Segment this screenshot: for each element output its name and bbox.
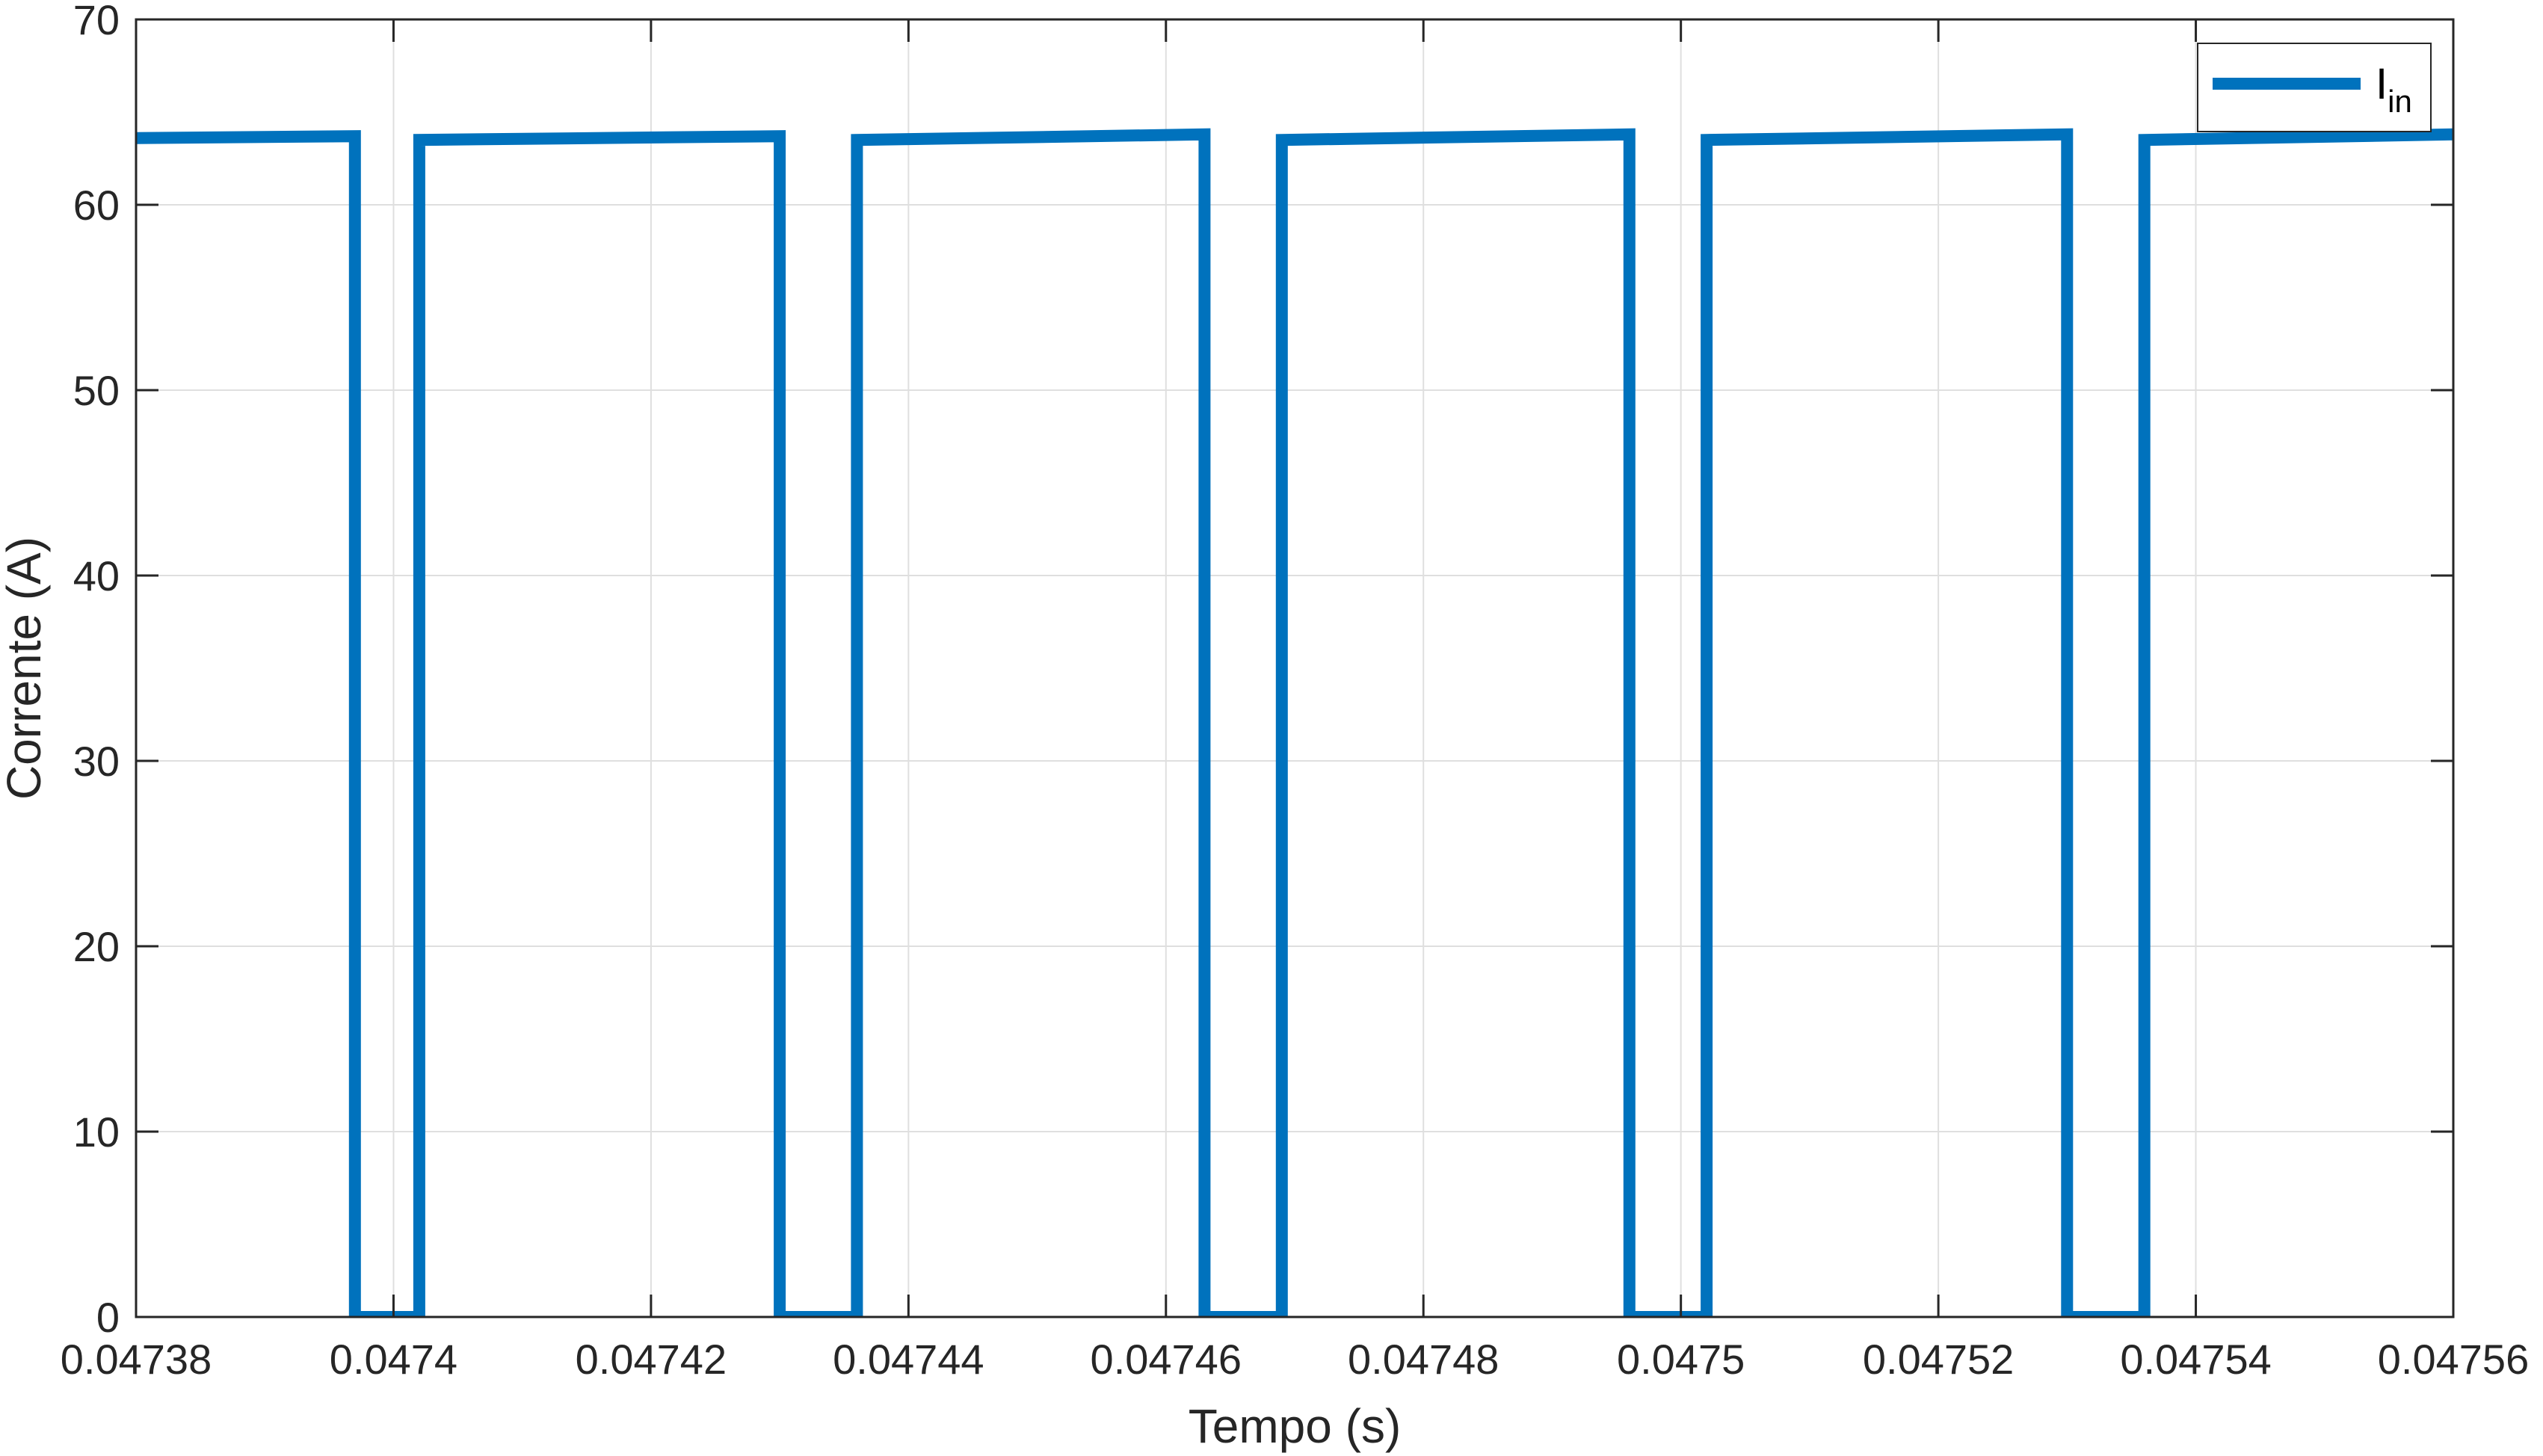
y-tick-label: 0 — [96, 1294, 120, 1341]
x-tick-label: 0.0475 — [1617, 1336, 1745, 1383]
x-tick-label: 0.04754 — [2120, 1336, 2271, 1383]
x-tick-label: 0.04742 — [576, 1336, 727, 1383]
x-tick-label: 0.04756 — [2378, 1336, 2529, 1383]
y-tick-label: 60 — [73, 182, 120, 229]
x-axis-title: Tempo (s) — [1189, 1399, 1402, 1453]
y-tick-label: 10 — [73, 1108, 120, 1156]
x-tick-label: 0.04752 — [1863, 1336, 2014, 1383]
legend-label-subscript: in — [2388, 84, 2412, 119]
x-tick-label: 0.04748 — [1348, 1336, 1499, 1383]
series-line-i-in — [136, 128, 2453, 1317]
x-tick-label: 0.04744 — [833, 1336, 984, 1383]
y-tick-label: 50 — [73, 367, 120, 414]
legend: Iin — [2197, 43, 2432, 132]
legend-label-main: I — [2376, 60, 2388, 108]
legend-label-i-in: Iin — [2376, 60, 2412, 119]
x-tick-label: 0.04738 — [61, 1336, 212, 1383]
x-tick-label: 0.04746 — [1091, 1336, 1242, 1383]
y-tick-label: 70 — [73, 0, 120, 43]
y-tick-label: 20 — [73, 923, 120, 970]
y-axis-title: Corrente (A) — [0, 537, 51, 800]
x-tick-label: 0.0474 — [330, 1336, 457, 1383]
series-layer — [136, 128, 2453, 1317]
y-tick-label: 40 — [73, 552, 120, 599]
plot-area — [136, 19, 2453, 1317]
ticks: 0.04738 0.0474 0.04742 0.04744 0.04746 0.0474… — [61, 0, 2529, 1383]
y-tick-label: 30 — [73, 738, 120, 785]
plot-frame — [135, 18, 2455, 1318]
